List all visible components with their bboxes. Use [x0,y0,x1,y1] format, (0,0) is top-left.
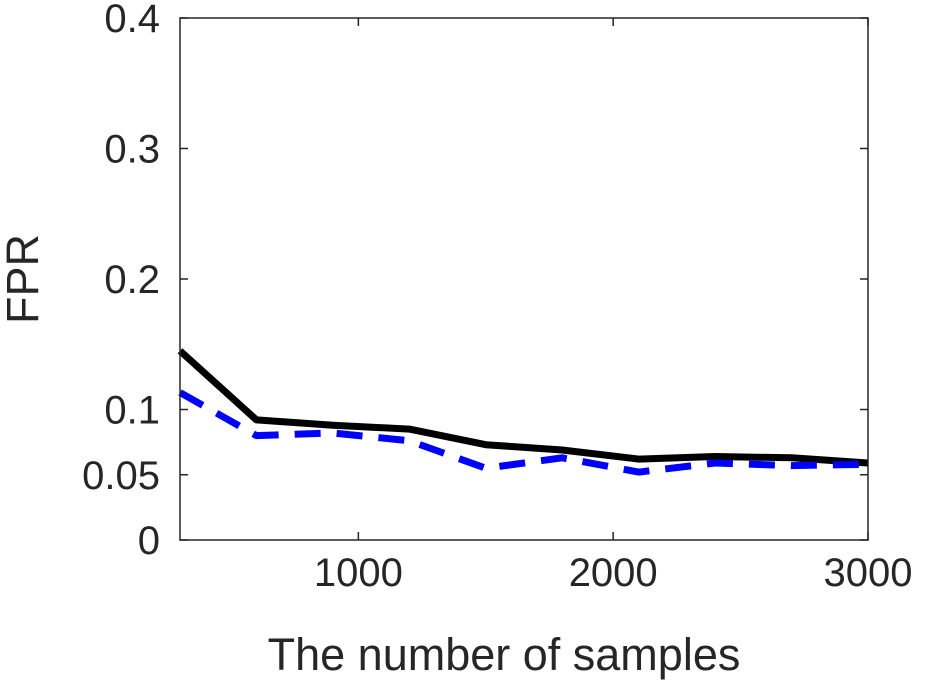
y-tick-label: 0.2 [104,258,160,302]
y-tick-label: 0.4 [104,0,160,41]
y-tick-label: 0.3 [104,128,160,172]
y-tick-label: 0.1 [104,389,160,433]
x-tick-label: 3000 [824,551,913,595]
x-tick-label: 2000 [569,551,658,595]
series-line-2 [178,389,869,476]
series-line-1 [177,348,869,467]
x-tick-label: 1000 [314,551,403,595]
x-axis-label: The number of samples [268,629,741,680]
y-axis-label: FPR [0,234,48,324]
y-tick-label: 0 [138,519,160,563]
y-tick-label: 0.05 [82,454,160,498]
series-layer [177,348,869,476]
tick-layer: 1000 2000 3000 0 0.05 0.1 0.2 0.3 0.4 [82,0,912,595]
